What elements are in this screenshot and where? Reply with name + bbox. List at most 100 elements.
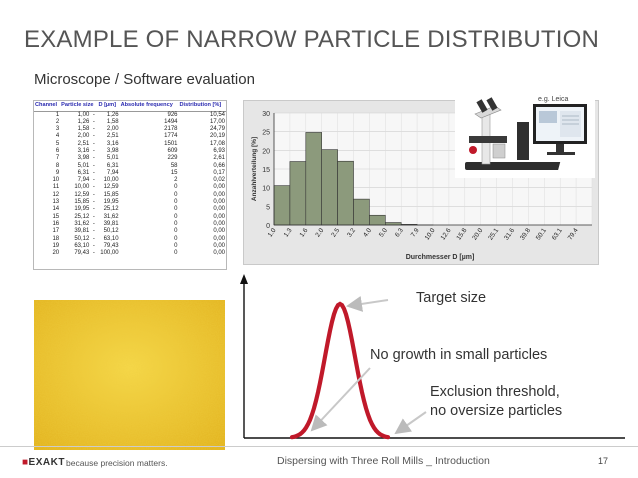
histogram-bar bbox=[369, 214, 386, 226]
table-cell: 31,62 bbox=[103, 213, 119, 220]
table-row: 7 3,98- 5,01 229 2,61 bbox=[34, 155, 226, 162]
table-cell: 4 bbox=[55, 133, 60, 140]
table-row: 6 3,16- 3,98 609 6,93 bbox=[34, 148, 226, 155]
table-cell: 2,51 bbox=[77, 140, 90, 147]
logo-mark: ■ bbox=[22, 457, 29, 468]
table-cell: - bbox=[92, 155, 95, 162]
table-cell: 3,98 bbox=[77, 155, 90, 162]
table-cell: 15 bbox=[52, 213, 60, 220]
table-cell: - bbox=[92, 118, 95, 125]
y-tick-label: 20 bbox=[262, 148, 270, 155]
table-cell: 0,00 bbox=[213, 235, 225, 242]
table-cell: 12 bbox=[52, 191, 60, 198]
table-cell: 926 bbox=[167, 111, 178, 118]
y-tick-label: 0 bbox=[266, 223, 270, 230]
table-cell: 229 bbox=[167, 155, 178, 162]
y-axis-arrow bbox=[240, 274, 248, 284]
page-number: 17 bbox=[598, 456, 609, 466]
x-tick-label: 5.0 bbox=[378, 227, 389, 239]
table-cell: 10,00 bbox=[74, 184, 90, 191]
x-tick-label: 15.8 bbox=[455, 227, 468, 242]
table-cell: - bbox=[92, 242, 95, 249]
table-cell: 14 bbox=[52, 206, 60, 213]
header-distribution: Distribution [%] bbox=[178, 101, 226, 112]
x-tick-label: 39.8 bbox=[519, 227, 532, 242]
table-cell: 15 bbox=[170, 169, 178, 176]
table-cell: 2,51 bbox=[106, 133, 119, 140]
histogram-bar bbox=[353, 198, 370, 226]
x-tick-label: 7.9 bbox=[410, 227, 421, 239]
table-cell: 15,85 bbox=[74, 199, 90, 206]
table-cell: - bbox=[92, 147, 95, 154]
table-cell: 0,00 bbox=[213, 250, 225, 257]
table-cell: 1,58 bbox=[77, 126, 90, 133]
table-cell: 0,00 bbox=[213, 228, 225, 235]
exclusion-label-line1: Exclusion threshold, bbox=[430, 384, 560, 400]
x-tick-label: 12.6 bbox=[440, 227, 453, 242]
slide-subtitle: Microscope / Software evaluation bbox=[34, 71, 255, 88]
table-cell: 58 bbox=[170, 162, 178, 169]
y-axis-title: Anzahlverteilung [%] bbox=[251, 137, 258, 201]
table-cell: 6,31 bbox=[106, 162, 119, 169]
table-cell: 0 bbox=[174, 206, 178, 213]
table-cell: 25,12 bbox=[103, 206, 119, 213]
exclusion-label-line2: no oversize particles bbox=[430, 403, 563, 419]
table-cell: - bbox=[92, 169, 95, 176]
table-cell: 0 bbox=[174, 235, 178, 242]
y-tick-label: 15 bbox=[262, 167, 270, 174]
table-cell: 16 bbox=[52, 220, 60, 227]
small-particles-label: No growth in small particles bbox=[370, 347, 548, 363]
x-tick-label: 63.1 bbox=[551, 227, 564, 242]
x-tick-label: 10.0 bbox=[424, 227, 437, 242]
table-cell: 39,81 bbox=[74, 228, 90, 235]
table-cell: 0,00 bbox=[213, 199, 225, 206]
table-cell: - bbox=[92, 213, 95, 220]
x-tick-label: 1.6 bbox=[299, 227, 310, 239]
table-cell: 79,43 bbox=[103, 242, 119, 249]
table-row: 19 63,10- 79,43 0 0,00 bbox=[34, 243, 226, 250]
table-cell: 11 bbox=[52, 184, 60, 191]
target-pointer bbox=[346, 296, 389, 312]
table-cell: 1494 bbox=[164, 118, 178, 125]
x-tick-label: 2.0 bbox=[314, 227, 325, 239]
table-cell: - bbox=[92, 111, 95, 118]
slide-title: EXAMPLE OF NARROW PARTICLE DISTRIBUTION bbox=[24, 26, 599, 53]
table-cell: 8 bbox=[55, 162, 60, 169]
table-cell: 3,16 bbox=[106, 140, 119, 147]
x-axis-title: Durchmesser D [µm] bbox=[406, 254, 475, 261]
footer-title: Dispersing with Three Roll Mills _ Intro… bbox=[277, 455, 490, 467]
table-cell: 2 bbox=[174, 177, 178, 184]
table-row: 20 79,43-100,00 0 0,00 bbox=[34, 250, 226, 257]
histogram-bar bbox=[305, 132, 322, 226]
photo-caption: e.g. Leica bbox=[538, 96, 569, 103]
table-row: 5 2,51- 3,16 1501 17,08 bbox=[34, 141, 226, 148]
x-tick-label: 1.0 bbox=[267, 227, 278, 239]
table-cell: 7,94 bbox=[77, 177, 90, 184]
exakt-logo: ■EXAKT bbox=[22, 457, 65, 468]
header-absolute-frequency: Absolute frequency bbox=[119, 101, 179, 112]
table-row: 18 50,12- 63,10 0 0,00 bbox=[34, 236, 226, 243]
table-cell: 1,26 bbox=[77, 118, 90, 125]
table-cell: 0,66 bbox=[213, 162, 225, 169]
table-cell: 0,00 bbox=[213, 242, 225, 249]
data-table: Channel Particle size D [µm] Absolute fr… bbox=[34, 101, 226, 257]
table-cell: 12,59 bbox=[103, 184, 119, 191]
table-cell: 25,12 bbox=[74, 213, 90, 220]
table-cell: 0,00 bbox=[213, 184, 225, 191]
table-row: 3 1,58- 2,00 2178 24,79 bbox=[34, 126, 226, 133]
y-tick-label: 30 bbox=[262, 111, 270, 118]
target-size-label: Target size bbox=[416, 290, 487, 306]
table-cell: 3,16 bbox=[77, 147, 90, 154]
x-tick-label: 2.5 bbox=[330, 227, 341, 239]
table-cell: - bbox=[92, 126, 95, 133]
table-cell: - bbox=[92, 184, 95, 191]
table-cell: 0 bbox=[174, 220, 178, 227]
table-cell: 79,43 bbox=[74, 250, 90, 257]
table-cell: - bbox=[92, 250, 95, 257]
histogram-chart: 0 5 10 15 20 25 30 1.0 1.3 1.6 2.0 2.5 3.2 4.0 5.0 6.3 7… bbox=[251, 111, 593, 261]
table-cell: 13 bbox=[52, 199, 60, 206]
table-cell: 31,62 bbox=[74, 220, 90, 227]
table-cell: 0,02 bbox=[213, 177, 225, 184]
footer-tagline: because precision matters. bbox=[66, 458, 168, 468]
table-cell: 0 bbox=[174, 250, 178, 257]
